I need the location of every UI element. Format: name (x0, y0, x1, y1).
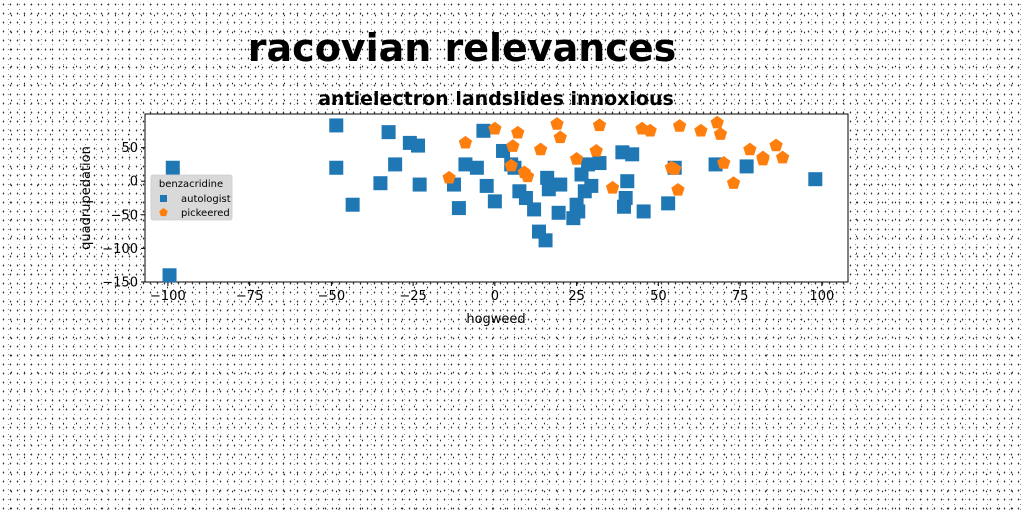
point-pickeered (488, 121, 502, 135)
x-axis-ticks: −100 −75 −50 −25 0 25 50 75 100 (150, 282, 834, 304)
point-autologist (487, 194, 502, 209)
data-points (162, 115, 823, 283)
point-pickeered (550, 117, 564, 130)
point-pickeered (775, 150, 790, 164)
point-autologist (538, 233, 553, 248)
point-autologist (551, 205, 566, 220)
point-autologist (329, 118, 344, 133)
point-autologist (329, 160, 344, 175)
point-pickeered (592, 118, 607, 132)
point-autologist (458, 157, 473, 172)
point-autologist (373, 176, 388, 191)
point-autologist (620, 174, 635, 189)
point-pickeered (671, 182, 685, 196)
legend-label-pickeered: pickeered (181, 208, 230, 219)
point-pickeered (533, 142, 548, 156)
point-pickeered (511, 125, 525, 139)
y-tick-label: −50 (111, 208, 138, 223)
legend-marker-autologist (160, 195, 167, 202)
point-pickeered (713, 127, 728, 140)
legend-marker-pickeered (159, 208, 168, 217)
point-autologist (345, 197, 360, 212)
point-autologist (661, 196, 676, 211)
point-autologist (625, 147, 640, 162)
legend-title: benzacridine (159, 179, 223, 190)
legend-box (150, 174, 233, 221)
x-axis-label: hogweed (466, 312, 525, 327)
legend-label-autologist: autologist (181, 194, 231, 205)
x-tick-label: 75 (732, 289, 749, 304)
y-axis-ticks: 50 0 −50 −100 −150 (102, 141, 145, 291)
point-autologist (808, 172, 823, 187)
point-autologist (162, 268, 177, 283)
point-autologist (451, 201, 466, 216)
point-autologist (479, 178, 494, 193)
point-autologist (541, 182, 556, 197)
point-pickeered (717, 156, 731, 169)
y-tick-label: 50 (121, 141, 138, 156)
x-tick-label: −50 (318, 289, 345, 304)
x-tick-label: −75 (236, 289, 263, 304)
point-pickeered (756, 152, 770, 166)
point-autologist (518, 191, 533, 205)
point-pickeered (458, 135, 473, 149)
point-autologist (618, 191, 633, 205)
point-autologist (581, 157, 596, 172)
x-tick-label: −25 (399, 289, 426, 304)
point-autologist (636, 204, 651, 219)
point-autologist (527, 202, 542, 217)
point-autologist (165, 160, 180, 175)
point-pickeered (743, 142, 757, 156)
point-autologist (540, 170, 555, 185)
x-tick-label: 0 (491, 289, 499, 304)
y-axis-label: quadrupedation (79, 146, 94, 250)
point-pickeered (710, 115, 724, 129)
point-autologist (739, 159, 754, 174)
point-autologist (412, 177, 427, 192)
point-pickeered (506, 139, 520, 152)
y-tick-label: −100 (102, 242, 138, 257)
legend: benzacridine autologist pickeered (150, 174, 233, 221)
point-pickeered (504, 158, 518, 172)
chart-subtitle: antielectron landslides innoxious (318, 88, 674, 110)
point-pickeered (553, 130, 567, 144)
point-autologist (571, 204, 586, 219)
point-pickeered (643, 123, 657, 137)
x-tick-label: 100 (809, 289, 834, 304)
point-pickeered (442, 170, 456, 184)
point-autologist (496, 143, 511, 158)
chart-title: racovian relevances (248, 26, 676, 70)
point-autologist (584, 178, 599, 193)
point-autologist (553, 177, 568, 192)
point-pickeered (569, 152, 584, 165)
point-pickeered (672, 119, 687, 132)
point-autologist (476, 123, 491, 138)
point-pickeered (769, 138, 783, 152)
point-pickeered (605, 180, 620, 194)
point-autologist (411, 138, 426, 153)
y-tick-label: −150 (102, 276, 138, 291)
point-pickeered (520, 169, 535, 183)
point-pickeered (694, 123, 708, 137)
x-tick-label: −100 (150, 289, 186, 304)
y-tick-label: 0 (130, 175, 138, 190)
point-autologist (388, 157, 403, 172)
point-autologist (381, 125, 396, 140)
point-pickeered (668, 162, 682, 175)
point-autologist (592, 156, 607, 171)
point-autologist (469, 160, 484, 175)
point-pickeered (726, 176, 741, 189)
x-tick-label: 50 (650, 289, 667, 304)
point-pickeered (589, 143, 603, 157)
x-tick-label: 25 (568, 289, 585, 304)
